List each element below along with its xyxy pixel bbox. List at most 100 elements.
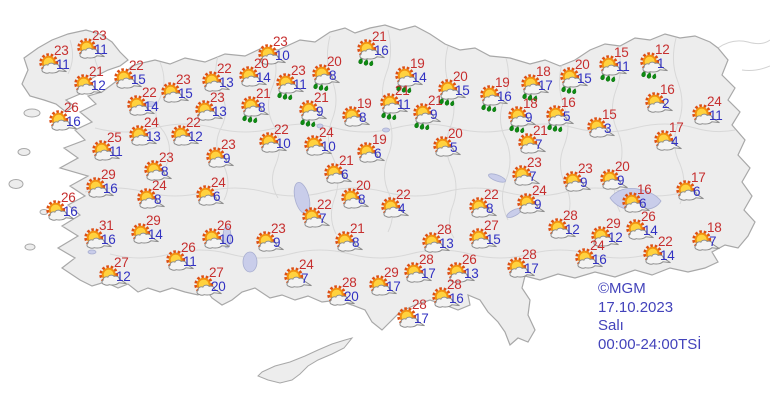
low-temp: 11 [397,97,411,112]
low-temp: 12 [116,269,131,284]
low-temp: 20 [344,289,359,304]
copyright-label: ©MGM [598,280,646,297]
weather-station: 16 5 [544,95,578,133]
low-temp: 17 [386,279,401,294]
high-temp: 20 [254,56,269,71]
low-temp: 15 [131,72,146,87]
weather-station: 23 11 [75,28,109,66]
weather-station: 27 12 [97,255,131,293]
weather-station: 28 17 [402,252,436,290]
low-temp: 11 [616,59,630,74]
weather-station: 22 12 [169,115,203,153]
high-temp: 20 [575,57,590,72]
weather-station: 29 12 [589,216,623,254]
weather-station: 22 15 [112,58,146,96]
weather-station: 22 13 [200,61,234,99]
low-temp: 2 [662,96,670,111]
weather-station: 23 7 [510,155,544,193]
high-temp: 18 [523,96,538,111]
high-temp: 26 [462,252,477,267]
weather-station: 19 16 [478,75,512,113]
high-temp: 28 [412,297,427,312]
weather-station: 22 14 [641,234,675,272]
weather-station: 21 6 [322,153,356,191]
weather-station: 26 14 [624,209,658,247]
low-temp: 11 [709,108,723,123]
low-temp: 7 [301,271,309,286]
weather-station: 24 7 [282,257,316,295]
high-temp: 28 [563,208,578,223]
low-temp: 9 [617,173,625,188]
low-temp: 15 [178,86,193,101]
weather-station: 29 16 [84,167,118,205]
high-temp: 15 [614,45,629,60]
high-temp: 28 [419,252,434,267]
low-temp: 15 [486,232,501,247]
high-temp: 29 [101,167,116,182]
high-temp: 23 [159,150,174,165]
weather-station: 21 16 [355,29,389,67]
low-temp: 13 [146,129,161,144]
weather-station: 20 5 [431,126,465,164]
high-temp: 21 [256,86,271,101]
low-temp: 15 [455,83,470,98]
thrace-landmass [21,29,129,113]
low-temp: 7 [535,137,543,152]
low-temp: 11 [293,77,307,92]
weather-station: 28 17 [395,297,429,335]
low-temp: 14 [144,99,159,114]
high-temp: 28 [342,275,357,290]
high-temp: 22 [396,187,411,202]
high-temp: 24 [299,257,314,272]
weather-station: 28 16 [430,277,464,315]
high-temp: 26 [641,209,656,224]
weather-station: 31 16 [82,218,116,256]
low-temp: 8 [486,201,494,216]
low-temp: 17 [524,261,539,276]
weather-station: 19 14 [393,56,427,94]
high-temp: 26 [217,218,232,233]
low-temp: 5 [450,140,458,155]
high-temp: 22 [658,234,673,249]
low-temp: 13 [439,236,454,251]
low-temp: 13 [212,104,227,119]
low-temp: 9 [430,107,438,122]
high-temp: 21 [314,90,329,105]
high-temp: 26 [61,190,76,205]
high-temp: 24 [152,178,167,193]
high-temp: 23 [291,63,306,78]
low-temp: 3 [604,121,612,136]
weather-station: 26 11 [164,240,198,278]
weather-station: 21 9 [411,93,445,131]
forecast-time-range: 00:00-24:00TSİ [598,335,702,353]
weather-station: 28 13 [420,222,454,260]
low-temp: 10 [219,232,234,247]
low-temp: 12 [188,129,203,144]
low-temp: 17 [421,266,436,281]
weather-station: 19 8 [340,96,374,134]
low-temp: 12 [565,222,580,237]
high-temp: 20 [356,178,371,193]
high-temp: 23 [271,221,286,236]
low-temp: 20 [211,279,226,294]
low-temp: 12 [608,230,623,245]
low-temp: 15 [577,71,592,86]
weather-station: 23 11 [274,63,308,101]
high-temp: 23 [92,28,107,43]
low-temp: 9 [580,175,588,190]
low-temp: 10 [321,139,336,154]
low-temp: 16 [101,232,116,247]
lake-beysehir [242,251,258,273]
weather-station: 20 8 [310,54,344,92]
high-temp: 18 [707,220,722,235]
high-temp: 22 [186,115,201,130]
weather-station: 20 15 [436,69,470,107]
high-temp: 24 [590,238,605,253]
low-temp: 6 [341,167,349,182]
low-temp: 11 [109,144,123,159]
high-temp: 19 [357,96,372,111]
weather-station: 23 9 [254,221,288,259]
low-temp: 14 [643,223,658,238]
low-temp: 9 [534,197,542,212]
weather-station: 19 6 [355,132,389,170]
